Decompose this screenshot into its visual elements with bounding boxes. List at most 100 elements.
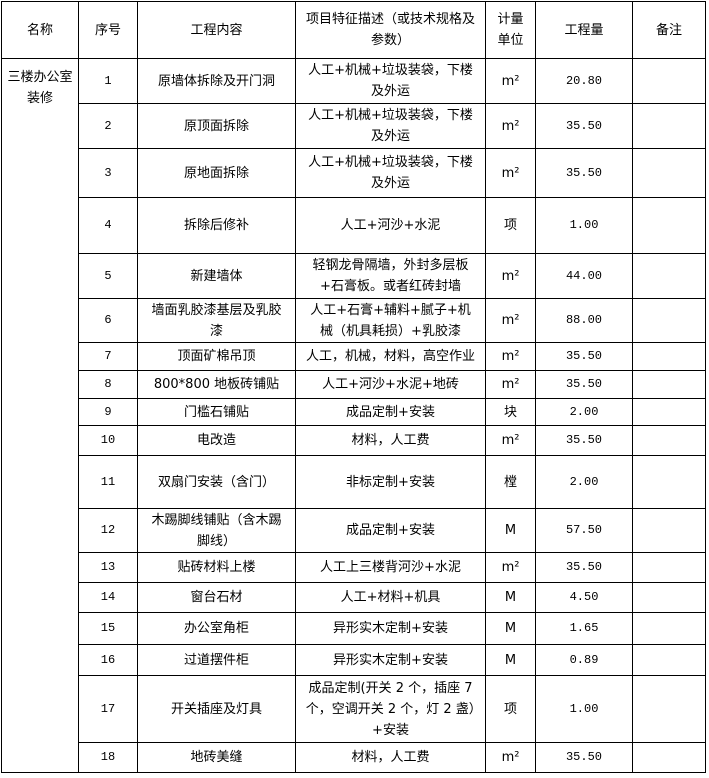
content-cell: 过道摆件柜 [137,644,296,676]
qty-cell: 57.50 [535,508,633,553]
seq-cell: 6 [78,298,138,343]
desc-cell: 人工上三楼背河沙+水泥 [295,552,486,583]
table-row: 3 原地面拆除 人工+机械+垃圾装袋，下楼及外运 m² 35.50 [2,148,706,198]
table-row: 14 窗台石材 人工+材料+机具 M 4.50 [2,582,706,613]
header-name: 名称 [1,1,79,59]
qty-cell: 35.50 [535,552,633,583]
desc-cell: 人工+机械+垃圾装袋，下楼及外运 [295,148,486,198]
desc-cell: 人工+机械+垃圾装袋，下楼及外运 [295,58,486,104]
content-cell: 开关插座及灯具 [137,675,296,743]
unit-cell: M [485,612,536,645]
table-row: 7 顶面矿棉吊顶 人工，机械，材料，高空作业 m² 35.50 [2,342,706,371]
content-cell: 800*800 地板砖铺贴 [137,370,296,399]
seq-cell: 7 [78,342,138,371]
unit-cell: M [485,644,536,676]
unit-cell: m² [485,742,536,773]
content-cell: 原顶面拆除 [137,103,296,149]
header-content: 工程内容 [137,1,296,59]
seq-cell: 17 [78,675,138,743]
seq-cell: 15 [78,612,138,645]
note-cell [632,612,706,645]
qty-cell: 1.65 [535,612,633,645]
note-cell [632,370,706,399]
content-cell: 窗台石材 [137,582,296,613]
group-name-cell: 三楼办公室装修 [1,58,79,773]
header-desc: 项目特征描述（或技术规格及参数） [295,1,486,59]
note-cell [632,58,706,104]
unit-cell: m² [485,253,536,299]
qty-cell: 0.89 [535,644,633,676]
table-row: 2 原顶面拆除 人工+机械+垃圾装袋，下楼及外运 m² 35.50 [2,103,706,149]
header-seq: 序号 [78,1,138,59]
seq-cell: 8 [78,370,138,399]
table-row: 11 双扇门安装（含门） 非标定制+安装樘 2.00 [2,455,706,509]
note-cell [632,398,706,426]
qty-cell: 35.50 [535,148,633,198]
note-cell [632,298,706,343]
seq-cell: 11 [78,455,138,509]
table-row: 9 门槛石铺贴 成品定制+安装块 2.00 [2,398,706,426]
seq-cell: 2 [78,103,138,149]
qty-cell: 44.00 [535,253,633,299]
unit-cell: m² [485,148,536,198]
qty-cell: 88.00 [535,298,633,343]
content-cell: 原地面拆除 [137,148,296,198]
note-cell [632,425,706,456]
header-unit: 计量单位 [485,1,536,59]
content-cell: 办公室角柜 [137,612,296,645]
desc-cell: 人工+石膏+辅料+腻子+机械（机具耗损）+乳胶漆 [295,298,486,343]
note-cell [632,148,706,198]
desc-cell: 成品定制+安装 [295,508,486,553]
desc-cell: 非标定制+安装 [295,455,486,509]
seq-cell: 14 [78,582,138,613]
unit-cell: M [485,582,536,613]
content-cell: 木踢脚线铺贴（含木踢脚线） [137,508,296,553]
unit-cell: 块 [485,398,536,426]
qty-cell: 1.00 [535,675,633,743]
qty-cell: 35.50 [535,103,633,149]
note-cell [632,582,706,613]
header-note: 备注 [632,1,706,59]
seq-cell: 18 [78,742,138,773]
note-cell [632,455,706,509]
desc-cell: 轻钢龙骨隔墙，外封多层板+石膏板。或者红砖封墙 [295,253,486,299]
content-cell: 门槛石铺贴 [137,398,296,426]
table-row: 8 800*800 地板砖铺贴 人工+河沙+水泥+地砖 m² 35.50 [2,370,706,399]
note-cell [632,552,706,583]
table-row: 6 墙面乳胶漆基层及乳胶漆 人工+石膏+辅料+腻子+机械（机具耗损）+乳胶漆 m² 88… [2,298,706,343]
unit-cell: m² [485,58,536,104]
note-cell [632,253,706,299]
table-row: 18 地砖美缝 材料，人工费 m² 35.50 [2,742,706,773]
content-cell: 顶面矿棉吊顶 [137,342,296,371]
qty-cell: 2.00 [535,398,633,426]
seq-cell: 16 [78,644,138,676]
content-cell: 墙面乳胶漆基层及乳胶漆 [137,298,296,343]
seq-cell: 3 [78,148,138,198]
table-row: 15 办公室角柜 异形实木定制+安装 M 1.65 [2,612,706,645]
table-row: 5 新建墙体 轻钢龙骨隔墙，外封多层板+石膏板。或者红砖封墙 m² 44.00 [2,253,706,299]
content-cell: 原墙体拆除及开门洞 [137,58,296,104]
desc-cell: 异形实木定制+安装 [295,644,486,676]
seq-cell: 9 [78,398,138,426]
qty-cell: 4.50 [535,582,633,613]
qty-cell: 35.50 [535,425,633,456]
desc-cell: 材料，人工费 [295,742,486,773]
desc-cell: 异形实木定制+安装 [295,612,486,645]
unit-cell: 项 [485,675,536,743]
desc-cell: 成品定制+安装 [295,398,486,426]
qty-cell: 35.50 [535,370,633,399]
table-row: 三楼办公室装修 1 原墙体拆除及开门洞 人工+机械+垃圾装袋，下楼及外运 m² 20.80 [1,58,706,773]
seq-cell: 4 [78,197,138,254]
note-cell [632,508,706,553]
content-cell: 电改造 [137,425,296,456]
unit-cell: m² [485,298,536,343]
content-cell: 地砖美缝 [137,742,296,773]
header-qty: 工程量 [535,1,633,59]
table-row: 17 开关插座及灯具 成品定制(开关 2 个，插座 7 个，空调开关 2 个，灯 2… [2,675,706,743]
qty-cell: 2.00 [535,455,633,509]
desc-cell: 人工+材料+机具 [295,582,486,613]
seq-cell: 13 [78,552,138,583]
seq-cell: 10 [78,425,138,456]
unit-cell: m² [485,370,536,399]
note-cell [632,742,706,773]
